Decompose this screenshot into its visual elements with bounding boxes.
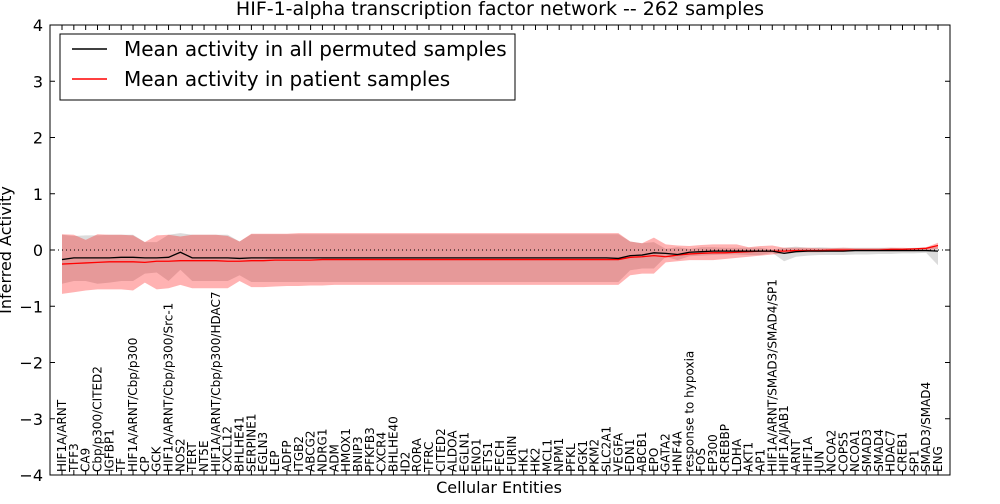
series-lines xyxy=(61,244,939,265)
x-tick-label: TFRC xyxy=(422,442,436,473)
x-tick-label: EDN1 xyxy=(623,439,637,472)
x-tick-label: SP1 xyxy=(907,450,921,473)
band-patient xyxy=(62,233,938,294)
series-line-patient xyxy=(61,244,939,265)
x-tick-label: CP xyxy=(138,456,152,472)
x-tick-label: NCOA2 xyxy=(824,430,838,472)
x-tick-label: BHLHE40 xyxy=(386,416,400,472)
x-tick-label: FECH xyxy=(493,440,507,472)
x-tick-label: PGK1 xyxy=(576,440,590,472)
x-tick-label: ARNT xyxy=(789,438,803,472)
x-tick-label: CXCR4 xyxy=(375,432,389,472)
x-tick-label: response to hypoxia xyxy=(682,351,696,472)
y-tick-label: 4 xyxy=(33,16,43,35)
x-tick-label: HMOX1 xyxy=(339,428,353,472)
y-tick-label: 0 xyxy=(33,241,43,260)
x-tick-label: TERT xyxy=(185,442,199,473)
x-tick-label: FURIN xyxy=(505,435,519,472)
x-tick-label: ETS1 xyxy=(481,442,495,472)
x-tick-label: ALDOA xyxy=(446,430,460,472)
x-tick-label: NCOA1 xyxy=(848,430,862,472)
x-tick-label: TF xyxy=(114,458,128,473)
x-tick-label: GATA2 xyxy=(659,433,673,472)
x-tick-label: NOS2 xyxy=(173,438,187,472)
x-tick-label: BNIP3 xyxy=(351,436,365,472)
x-tick-label: ABCG2 xyxy=(304,430,318,472)
y-tick-label: 3 xyxy=(33,72,43,91)
x-tick-label: ABCB1 xyxy=(635,432,649,472)
x-tick-label: SERPINE1 xyxy=(244,413,258,472)
x-tick-label: MCL1 xyxy=(540,439,554,472)
x-tick-label: HK1 xyxy=(517,447,531,472)
legend-label-patient: Mean activity in patient samples xyxy=(124,67,450,91)
x-tick-label: NPM1 xyxy=(552,438,566,472)
x-tick-label: ENG xyxy=(931,446,945,472)
x-tick-label: CREBBP xyxy=(718,424,732,472)
x-tick-label: ID2 xyxy=(398,452,412,472)
x-tick-label: HIF1A/ARNT/Cbp/p300/Src-1 xyxy=(162,303,176,472)
x-tick-label: HIF1A/ARNT/Cbp/p300/HDAC7 xyxy=(209,291,223,472)
x-tick-label: SMAD3/SMAD4 xyxy=(919,382,933,472)
x-tick-label: PFKFB3 xyxy=(363,427,377,472)
x-tick-label: AP1 xyxy=(753,449,767,472)
x-tick-label: NT5E xyxy=(197,440,211,472)
chart-title: HIF-1-alpha transcription factor network… xyxy=(236,0,764,20)
x-tick-label: HDAC7 xyxy=(884,430,898,472)
x-tick-label: CA9 xyxy=(79,448,93,472)
x-tick-label: RORA xyxy=(410,437,424,472)
legend-label-permuted: Mean activity in all permuted samples xyxy=(124,37,507,61)
y-axis-title: Inferred Activity xyxy=(0,186,15,314)
y-axis: 4 3 2 1 0 −1 −2 −3 −4 xyxy=(19,16,950,485)
x-tick-label: ENO1 xyxy=(469,438,483,472)
x-tick-label: CXCL12 xyxy=(221,426,235,472)
x-tick-label: HIF1A/ARNT xyxy=(55,399,69,472)
x-tick-label: EGLN1 xyxy=(457,432,471,472)
y-tick-label: −2 xyxy=(19,354,43,373)
x-tick-label: ADFP xyxy=(280,440,294,472)
x-axis-title: Cellular Entities xyxy=(436,478,562,497)
x-tick-label: VEGFA xyxy=(611,432,625,472)
x-tick-label: ADM xyxy=(327,444,341,472)
x-tick-label: SLC2A1 xyxy=(600,426,614,472)
y-tick-label: −4 xyxy=(19,466,43,485)
x-tick-label: LEP xyxy=(268,450,282,472)
y-tick-label: 1 xyxy=(33,185,43,204)
x-tick-label: EP300 xyxy=(706,434,720,472)
x-tick-label: LDHA xyxy=(730,438,744,472)
legend-box xyxy=(59,33,516,101)
x-tick-label: JUN xyxy=(813,451,827,473)
x-tick-label: EPO xyxy=(647,448,661,472)
x-tick-label: GCK xyxy=(150,445,164,472)
x-tick-label: TFF3 xyxy=(67,443,81,473)
x-tick-label: EGLN3 xyxy=(256,432,270,472)
x-tick-label: BHLHE41 xyxy=(233,416,247,472)
legend: Mean activity in all permuted samples Me… xyxy=(59,33,516,101)
x-tick-label: CITED2 xyxy=(434,428,448,472)
x-axis: HIF1A/ARNTTFF3CA9Cbp/p300/CITED2IGFBP1TF… xyxy=(55,25,945,475)
x-tick-label: HIF1A/ARNT/SMAD3/SMAD4/SP1 xyxy=(765,279,779,472)
x-tick-label: HK2 xyxy=(529,447,543,472)
x-tick-label: SMAD3 xyxy=(860,429,874,472)
x-tick-label: SMAD4 xyxy=(872,429,886,472)
x-tick-label: ITGB2 xyxy=(292,436,306,472)
x-tick-label: NDRG1 xyxy=(315,429,329,473)
x-tick-label: COPS5 xyxy=(836,432,850,472)
x-tick-label: PFKL xyxy=(564,443,578,472)
x-tick-label: HIF1A/ARNT/Cbp/p300 xyxy=(126,338,140,472)
x-tick-label: PKM2 xyxy=(588,439,602,472)
x-tick-label: HIF1A/JAB1 xyxy=(777,405,791,472)
x-tick-label: FOS xyxy=(694,448,708,472)
series-line-permuted xyxy=(61,249,939,261)
y-tick-label: 2 xyxy=(33,129,43,148)
x-tick-label: Cbp/p300/CITED2 xyxy=(91,366,105,472)
x-tick-label: HIF1A xyxy=(801,436,815,472)
x-tick-label: HNF4A xyxy=(671,430,685,472)
y-tick-label: −3 xyxy=(19,410,43,429)
y-tick-label: −1 xyxy=(19,297,43,316)
x-tick-label: AKT1 xyxy=(742,442,756,472)
x-tick-label: IGFBP1 xyxy=(102,429,116,472)
x-tick-label: CREB1 xyxy=(895,432,909,472)
